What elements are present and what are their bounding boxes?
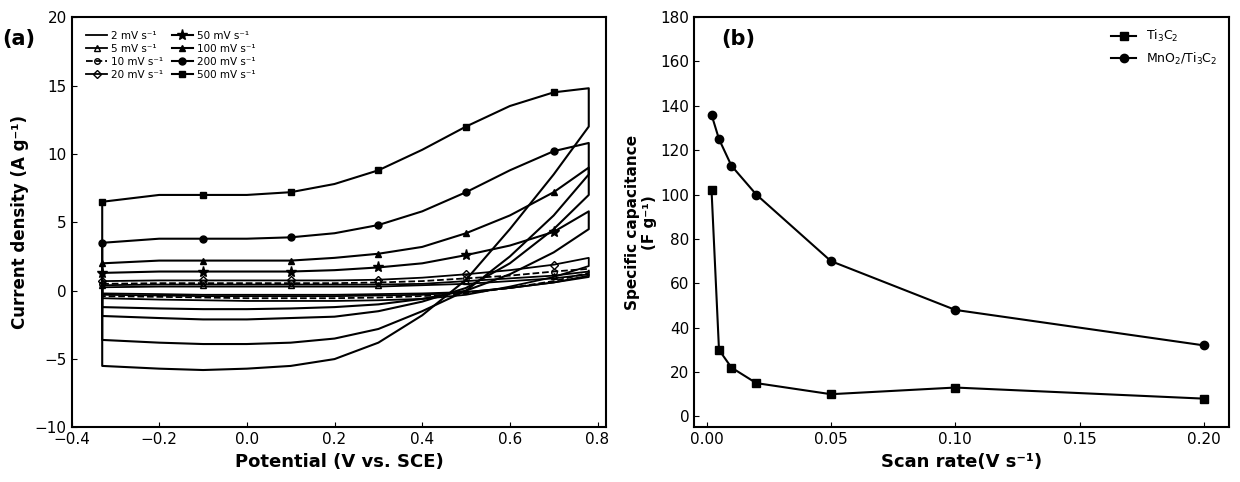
Y-axis label: Specific capacitance
(F g⁻¹): Specific capacitance (F g⁻¹) — [625, 135, 657, 310]
Ti$_3$C$_2$ — [1197, 396, 1211, 402]
Line: MnO$_2$/Ti$_3$C$_2$: MnO$_2$/Ti$_3$C$_2$ — [707, 110, 1208, 349]
Ti$_3$C$_2$ — [724, 365, 739, 371]
Text: (b): (b) — [720, 29, 755, 50]
MnO$_2$/Ti$_3$C$_2$ — [704, 112, 719, 118]
MnO$_2$/Ti$_3$C$_2$ — [1197, 343, 1211, 348]
MnO$_2$/Ti$_3$C$_2$ — [724, 163, 739, 169]
Text: (a): (a) — [2, 29, 35, 50]
X-axis label: Scan rate(V s⁻¹): Scan rate(V s⁻¹) — [880, 453, 1042, 471]
MnO$_2$/Ti$_3$C$_2$ — [823, 258, 838, 264]
MnO$_2$/Ti$_3$C$_2$ — [947, 307, 962, 313]
X-axis label: Potential (V vs. SCE): Potential (V vs. SCE) — [234, 453, 443, 471]
Legend: 2 mV s⁻¹, 5 mV s⁻¹, 10 mV s⁻¹, 20 mV s⁻¹, 50 mV s⁻¹, 100 mV s⁻¹, 200 mV s⁻¹, 500: 2 mV s⁻¹, 5 mV s⁻¹, 10 mV s⁻¹, 20 mV s⁻¹… — [82, 27, 259, 84]
Ti$_3$C$_2$ — [947, 385, 962, 390]
Ti$_3$C$_2$ — [823, 391, 838, 397]
Ti$_3$C$_2$ — [712, 347, 727, 353]
MnO$_2$/Ti$_3$C$_2$ — [712, 136, 727, 142]
Legend: Ti$_3$C$_2$, MnO$_2$/Ti$_3$C$_2$: Ti$_3$C$_2$, MnO$_2$/Ti$_3$C$_2$ — [1106, 23, 1223, 72]
Y-axis label: Current density (A g⁻¹): Current density (A g⁻¹) — [11, 115, 29, 329]
Ti$_3$C$_2$ — [749, 380, 764, 386]
MnO$_2$/Ti$_3$C$_2$ — [749, 192, 764, 198]
Ti$_3$C$_2$ — [704, 187, 719, 193]
Line: Ti$_3$C$_2$: Ti$_3$C$_2$ — [707, 186, 1208, 403]
